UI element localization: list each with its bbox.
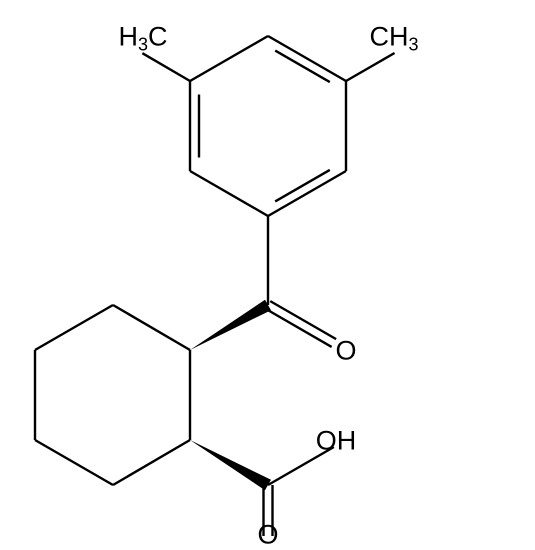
bond [35,305,113,350]
bond [266,309,332,347]
bond [190,171,268,216]
bond [113,440,190,485]
bond [142,53,190,81]
wedge-bond [190,300,271,350]
bond [35,440,113,485]
wedge-bond [190,440,271,490]
bond [113,305,190,350]
bond [268,171,346,216]
atom-label: H3C [118,21,167,54]
atom-label: O [257,519,278,549]
atom-label: OH [316,425,357,455]
bond [270,301,336,339]
atom-label: O [335,335,356,365]
bond [190,36,268,81]
molecule-diagram: CH3 H3C O O OH [0,0,535,550]
bond [268,36,346,81]
atom-label: CH3 [369,21,418,54]
bond [346,53,395,81]
